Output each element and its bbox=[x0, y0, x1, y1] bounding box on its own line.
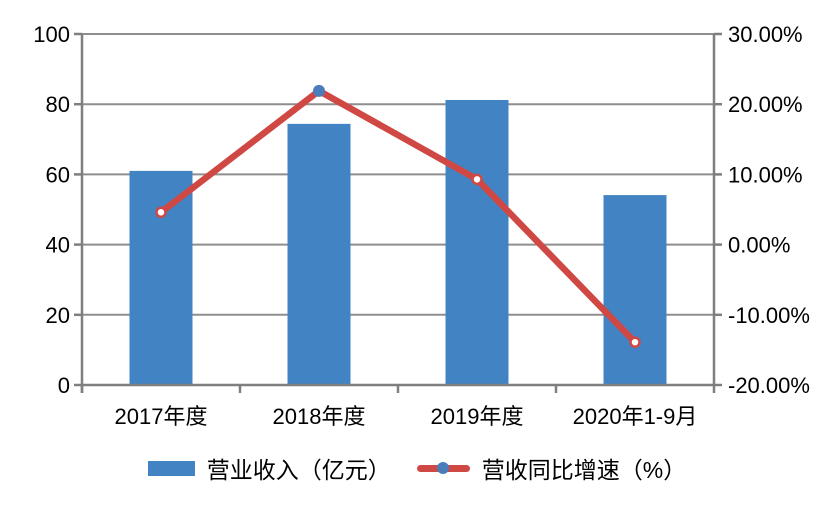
x-axis-category-label: 2020年1-9月 bbox=[573, 404, 698, 429]
left-axis-tick-label: 0 bbox=[58, 373, 70, 398]
left-axis-tick-label: 80 bbox=[46, 92, 70, 117]
x-axis-category-label: 2017年度 bbox=[115, 404, 208, 429]
right-axis-tick-label: 30.00% bbox=[728, 22, 803, 47]
data-point-marker bbox=[471, 173, 483, 186]
data-point-marker bbox=[155, 206, 167, 219]
left-axis-tick-label: 60 bbox=[46, 162, 70, 187]
legend: 营业收入（亿元） 营收同比增速（%） bbox=[0, 451, 834, 485]
left-axis-tick-label: 100 bbox=[33, 22, 70, 47]
bar bbox=[603, 195, 667, 385]
line-legend-marker-icon bbox=[416, 462, 470, 474]
left-axis-tick-label: 40 bbox=[46, 233, 70, 258]
x-axis-category-label: 2019年度 bbox=[431, 404, 524, 429]
right-axis-tick-label: -20.00% bbox=[728, 373, 810, 398]
bar-legend-swatch-icon bbox=[147, 460, 195, 476]
legend-item-revenue: 营业收入（亿元） bbox=[147, 451, 391, 485]
right-axis-tick-label: -10.00% bbox=[728, 303, 810, 328]
right-axis-tick-label: 20.00% bbox=[728, 92, 803, 117]
legend-item-growth: 营收同比增速（%） bbox=[416, 451, 687, 485]
growth-line bbox=[157, 87, 639, 346]
data-point-marker bbox=[629, 336, 641, 348]
x-axis-category-label: 2018年度 bbox=[273, 404, 366, 429]
legend-label-revenue: 营业收入（亿元） bbox=[206, 457, 391, 483]
legend-label-growth: 营收同比增速（%） bbox=[481, 457, 687, 483]
bar bbox=[445, 99, 509, 385]
right-axis-tick-label: 0.00% bbox=[728, 233, 790, 258]
right-axis-tick-label: 10.00% bbox=[728, 162, 803, 187]
left-axis-tick-label: 20 bbox=[46, 303, 70, 328]
bar bbox=[287, 123, 351, 385]
data-point-marker bbox=[313, 84, 325, 97]
line-legend-dot-icon bbox=[437, 462, 450, 474]
bar bbox=[129, 170, 193, 385]
